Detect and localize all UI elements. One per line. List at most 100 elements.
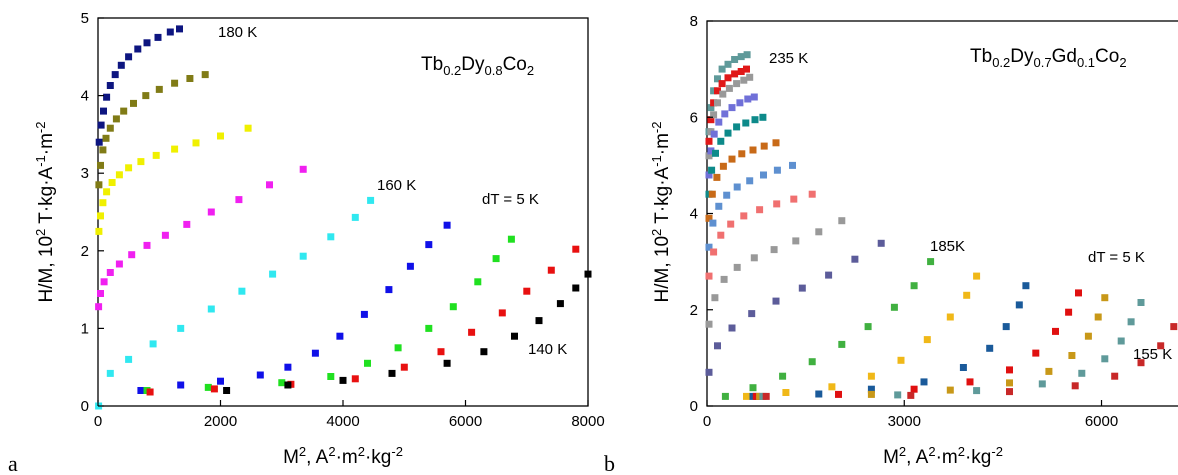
- data-point: [238, 287, 246, 295]
- ticks-a: 0 2000 4000 6000 8000 0 1 2 3 4 5: [81, 10, 605, 430]
- data-point: [339, 376, 347, 384]
- data-point: [721, 392, 729, 400]
- data-point: [207, 305, 215, 313]
- data-point: [507, 235, 515, 243]
- data-point: [171, 145, 179, 153]
- data-point: [152, 151, 160, 159]
- data-point: [798, 284, 806, 292]
- label-155k: 155 K: [1133, 346, 1172, 363]
- data-point: [443, 221, 451, 229]
- data-point: [1137, 359, 1145, 367]
- data-point: [712, 149, 719, 157]
- data-point: [733, 183, 741, 191]
- plot-frame-a: [97, 17, 589, 407]
- data-point: [112, 115, 120, 123]
- data-point: [1038, 380, 1046, 388]
- panel-a: 0 2000 4000 6000 8000 0 1 2 3 4 5 180 K 160 K dT =…: [8, 10, 605, 475]
- data-point: [959, 364, 967, 371]
- data-point: [1052, 327, 1059, 335]
- data-point: [751, 116, 759, 124]
- data-point: [192, 139, 200, 147]
- series-6: [705, 139, 780, 222]
- data-point: [99, 146, 107, 154]
- data-point: [327, 373, 335, 380]
- data-point: [95, 227, 103, 235]
- x-tick-label: 0: [703, 413, 711, 430]
- data-point: [772, 139, 780, 147]
- data-point: [425, 324, 433, 332]
- data-point: [894, 391, 902, 399]
- data-point: [897, 356, 905, 364]
- data-point: [474, 278, 482, 286]
- data-point: [709, 219, 717, 227]
- data-point: [779, 372, 787, 380]
- composition-a: Tb0.2Dy0.8Co2: [421, 54, 534, 78]
- data-point: [1094, 313, 1102, 321]
- data-point: [171, 79, 179, 87]
- data-point: [748, 310, 756, 318]
- data-point: [736, 99, 744, 107]
- data-point: [1127, 318, 1135, 326]
- data-point: [155, 85, 163, 93]
- panel-letter-b: b: [604, 451, 615, 475]
- data-point: [714, 75, 721, 83]
- data-point: [235, 196, 243, 204]
- x-axis-label-b: M2, A2·m2·kg-2: [883, 444, 1003, 468]
- data-point: [117, 61, 125, 69]
- data-point: [867, 372, 875, 380]
- y-tick-label: 2: [690, 302, 698, 319]
- data-point: [443, 359, 451, 367]
- x-tick-label: 2000: [204, 413, 237, 430]
- data-point: [762, 392, 770, 400]
- data-point: [95, 138, 103, 146]
- data-point: [707, 116, 715, 124]
- x-tick-label: 8000: [571, 413, 604, 430]
- data-point: [733, 123, 741, 131]
- data-point: [137, 387, 145, 394]
- data-point: [97, 121, 105, 129]
- data-point: [759, 113, 767, 121]
- data-point: [125, 355, 133, 363]
- series-2: [705, 65, 750, 145]
- data-point: [100, 278, 108, 286]
- data-point: [95, 181, 103, 189]
- data-point: [1117, 337, 1125, 345]
- data-point: [723, 191, 731, 199]
- data-point: [705, 137, 713, 145]
- y-tick-label: 4: [81, 88, 89, 105]
- data-point: [511, 332, 518, 340]
- y-tick-label: 8: [690, 13, 698, 30]
- data-point: [760, 142, 768, 150]
- data-point: [710, 111, 718, 119]
- data-point: [743, 392, 750, 400]
- data-point: [708, 190, 716, 198]
- data-point: [143, 241, 151, 249]
- data-point: [742, 119, 750, 127]
- data-point: [910, 385, 918, 393]
- data-point: [1157, 342, 1165, 350]
- data-point: [367, 196, 375, 204]
- data-point: [705, 272, 713, 280]
- data-point: [710, 99, 718, 107]
- data-point: [125, 53, 133, 61]
- step-label-a: dT = 5 K: [482, 191, 539, 208]
- data-point: [351, 213, 359, 221]
- data-point: [963, 291, 971, 299]
- data-point: [299, 252, 307, 260]
- data-point: [100, 107, 107, 115]
- data-point: [400, 363, 408, 371]
- data-point: [705, 171, 713, 179]
- y-tick-label: 2: [81, 243, 89, 260]
- data-point: [728, 324, 736, 332]
- data-point: [721, 110, 729, 118]
- series-3: [95, 124, 252, 235]
- x-tick-label: 4000: [326, 413, 359, 430]
- data-point: [166, 28, 174, 36]
- data-point: [1084, 332, 1092, 340]
- data-point: [707, 104, 715, 112]
- marks-a: [95, 25, 592, 410]
- data-point: [973, 272, 981, 280]
- data-point: [244, 124, 252, 132]
- data-point: [710, 87, 718, 95]
- data-point: [711, 294, 719, 302]
